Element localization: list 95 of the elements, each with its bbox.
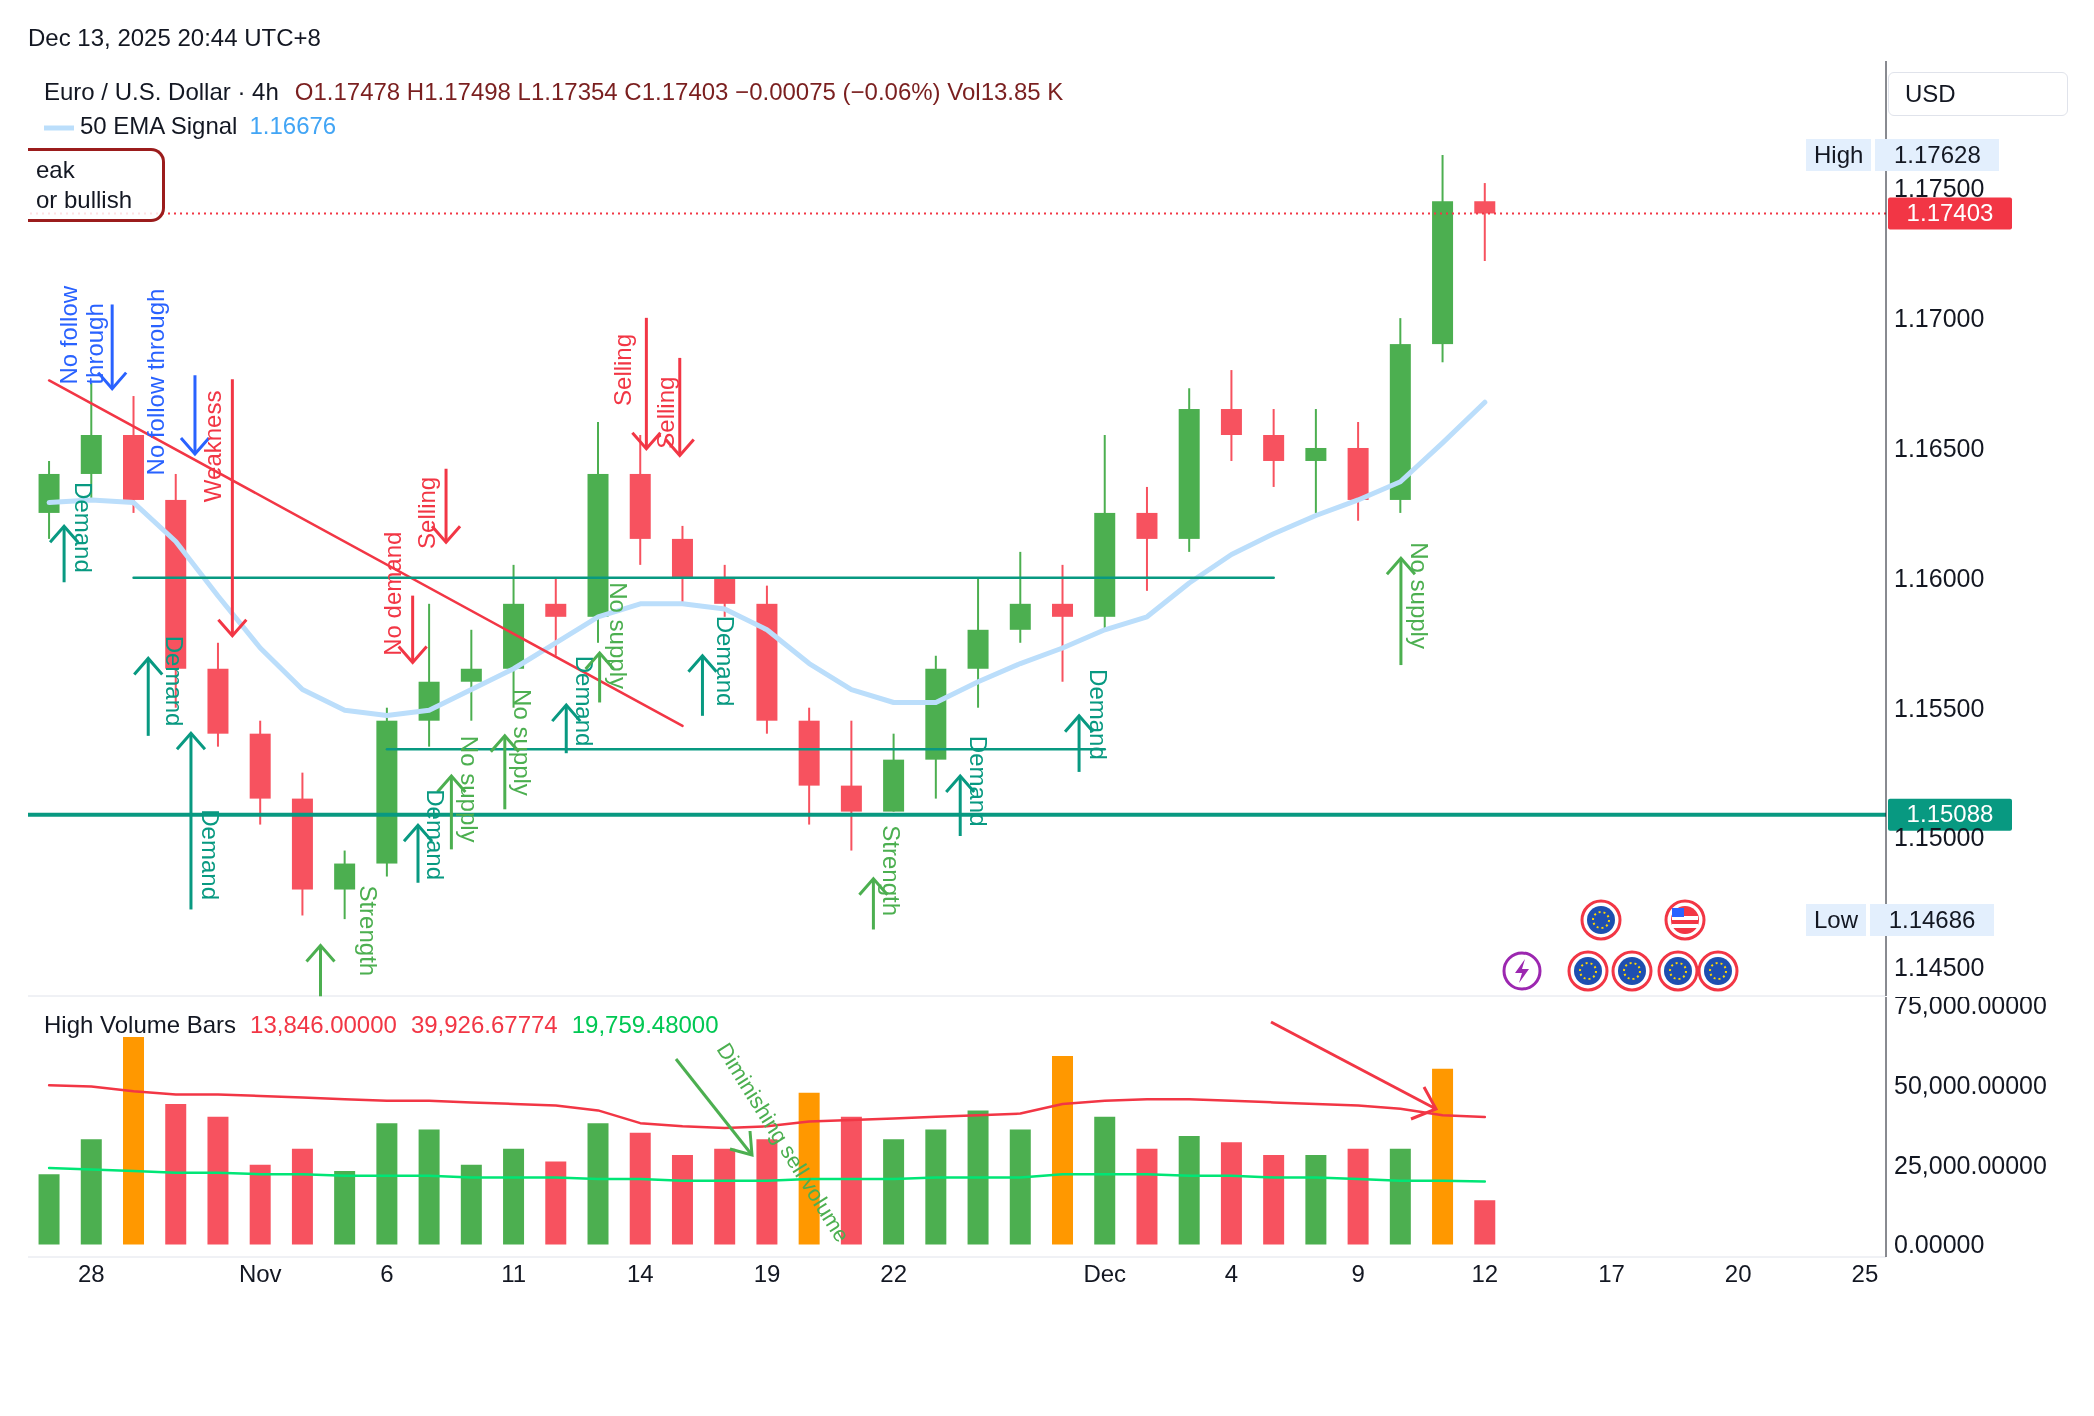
text: Euro / U.S. Dollar · 4h — [44, 78, 279, 105]
bar — [376, 1123, 398, 1245]
x-tick-label: 19 — [753, 1260, 781, 1288]
annotation: 13,846.00000 — [250, 1011, 397, 1038]
bar — [249, 1164, 271, 1245]
annotation: Selling — [609, 333, 637, 406]
candlestick — [1474, 182, 1496, 262]
text: Dec 13, 2025 20:44 UTC+8 — [28, 24, 321, 52]
annotation: Demand — [1085, 669, 1113, 760]
bar — [1220, 1142, 1242, 1245]
bar — [460, 1164, 482, 1245]
annotation: No supply — [508, 689, 536, 796]
candlestick — [1305, 408, 1327, 514]
bar — [1263, 1155, 1285, 1245]
x-tick-label: 25 — [1851, 1260, 1879, 1288]
text: 1.17628 — [1875, 139, 2000, 171]
annotation: Demand — [711, 615, 739, 707]
annotation: 19,759.48000 — [571, 1011, 719, 1038]
candlestick — [460, 628, 482, 722]
annotation: Low — [1806, 904, 1867, 936]
text: High Volume Bars — [44, 1011, 237, 1038]
bar — [545, 1161, 567, 1245]
x-tick-label: 28 — [77, 1260, 105, 1288]
legend-label: 50 EMA Signal — [80, 112, 238, 139]
bar — [80, 1139, 102, 1245]
bar — [967, 1110, 989, 1245]
y-tick-label: 1.15500 — [1894, 693, 1985, 722]
annotation: High — [1806, 139, 1872, 171]
annotation: or bullish — [36, 185, 134, 215]
x-tick-label: 14 — [626, 1260, 654, 1288]
x-tick-label: 12 — [1471, 1260, 1499, 1288]
bar — [1052, 1056, 1074, 1245]
bar — [38, 1174, 60, 1245]
text: 1.14686 — [1870, 904, 1995, 936]
x-tick-label: 9 — [1351, 1260, 1365, 1288]
annotation: No supply — [1405, 542, 1433, 649]
annotation: Strength — [354, 885, 382, 977]
y-tick-label: 0.00000 — [1894, 1230, 1985, 1259]
annotation: eak — [36, 155, 76, 185]
annotation: Demand — [70, 482, 98, 573]
y-tick-label: 1.17000 — [1894, 304, 1985, 332]
bar — [1474, 1200, 1496, 1245]
y-tick-label: 75,000.00000 — [1894, 990, 2047, 1019]
bar — [291, 1148, 313, 1245]
bar — [1009, 1129, 1031, 1245]
annotation: Demand — [196, 809, 224, 901]
bar — [629, 1132, 651, 1245]
bar — [418, 1129, 440, 1245]
y-tick-label: 1.16000 — [1894, 563, 1985, 592]
y-tick-label: 1.16500 — [1894, 433, 1985, 462]
bar — [1178, 1135, 1200, 1245]
annotation: No follow through — [55, 285, 109, 385]
annotation: Demand — [160, 635, 188, 727]
annotation: 39,926.67774 — [410, 1011, 558, 1038]
y-tick-label: 25,000.00000 — [1894, 1150, 2047, 1179]
x-tick-label: Dec — [1083, 1260, 1127, 1288]
x-tick-label: 6 — [380, 1260, 394, 1288]
bar — [1136, 1148, 1158, 1245]
y-axis-title: USD — [1888, 72, 2068, 116]
annotation: Weakness — [199, 390, 227, 503]
x-tick-label: 11 — [501, 1260, 527, 1288]
x-tick-label: 20 — [1724, 1260, 1752, 1288]
bar — [123, 1036, 145, 1245]
x-tick-label: 4 — [1224, 1260, 1239, 1288]
annotation: Selling — [413, 476, 441, 549]
bar — [1389, 1148, 1411, 1245]
bar — [587, 1123, 609, 1245]
annotation: Selling — [652, 376, 680, 449]
annotation: No supply — [604, 582, 632, 689]
y-tick-label: 50,000.00000 — [1894, 1070, 2047, 1099]
bar — [165, 1104, 187, 1245]
bar — [1305, 1155, 1327, 1245]
annotation: No demand — [379, 531, 407, 656]
x-tick-label: 22 — [880, 1260, 908, 1288]
annotation: 1.16676 — [249, 112, 337, 139]
text: O1.17478 H1.17498 L1.17354 C1.17403 −0.00075 (−0.06%) Vol13.85 K — [294, 78, 1064, 105]
bar — [207, 1116, 229, 1245]
annotation: No follow through — [141, 288, 169, 476]
y-tick-label: 1.14500 — [1894, 953, 1985, 982]
bar — [1094, 1116, 1116, 1245]
bar — [671, 1155, 693, 1245]
bar — [883, 1139, 905, 1245]
annotation: No supply — [456, 735, 484, 843]
bar — [1347, 1148, 1369, 1245]
bar — [503, 1148, 525, 1245]
bar — [334, 1171, 356, 1245]
candlestick — [545, 576, 567, 657]
x-tick-label: 17 — [1598, 1260, 1625, 1288]
bar — [714, 1148, 736, 1245]
annotation: Strength — [878, 825, 906, 917]
x-tick-label: Nov — [238, 1260, 282, 1288]
candlestick — [1052, 563, 1074, 683]
annotation: Demand — [570, 655, 598, 747]
bar — [1432, 1068, 1454, 1245]
bar — [925, 1129, 947, 1245]
